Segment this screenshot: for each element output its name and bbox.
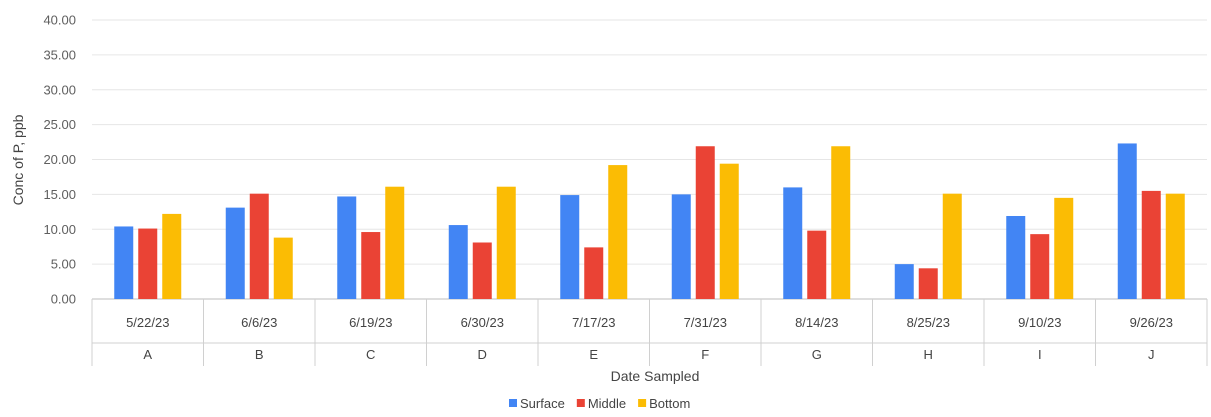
x-category-label: J: [1148, 347, 1155, 362]
bar-surface-E: [560, 195, 580, 299]
bar-surface-D: [448, 225, 468, 299]
bar-middle-A: [138, 228, 158, 299]
x-category-label: B: [255, 347, 264, 362]
legend-label-middle: Middle: [588, 396, 626, 411]
bar-bottom-E: [608, 165, 628, 299]
x-category-label: C: [366, 347, 375, 362]
bar-middle-I: [1030, 234, 1050, 299]
x-date-label: 8/14/23: [795, 315, 838, 330]
bar-surface-C: [337, 196, 357, 299]
bar-bottom-A: [162, 213, 182, 299]
x-axis: 5/22/23 A 6/6/23 B 6/19/23 C 6/30/23 D 7/17/23 E 7…: [91, 299, 1208, 366]
bar-middle-D: [472, 242, 492, 299]
legend-swatch-middle: [576, 399, 585, 407]
bar-surface-B: [225, 207, 245, 299]
x-category-label: H: [924, 347, 933, 362]
x-date-label: 5/22/23: [126, 315, 169, 330]
x-date-label: 7/31/23: [684, 315, 727, 330]
legend: Surface Middle Bottom: [509, 396, 690, 411]
bar-bottom-C: [385, 186, 405, 299]
y-tick-label: 25.00: [43, 117, 76, 132]
bar-middle-G: [807, 230, 827, 299]
x-category-label: F: [701, 347, 709, 362]
x-date-label: 7/17/23: [572, 315, 615, 330]
bar-middle-J: [1141, 190, 1161, 299]
x-axis-title: Date Sampled: [611, 368, 700, 384]
bar-surface-A: [114, 226, 134, 299]
y-tick-label: 30.00: [43, 82, 76, 97]
bar-bottom-J: [1165, 193, 1185, 299]
bar-surface-F: [671, 194, 691, 299]
legend-label-surface: Surface: [520, 396, 565, 411]
y-axis-title: Conc of P, ppb: [10, 114, 26, 205]
bar-bottom-D: [496, 186, 516, 299]
bar-middle-H: [918, 268, 938, 299]
bar-middle-B: [249, 193, 269, 299]
x-category-label: G: [812, 347, 822, 362]
x-date-label: 9/26/23: [1130, 315, 1173, 330]
y-tick-label: 35.00: [43, 47, 76, 62]
bar-bottom-H: [942, 193, 962, 299]
y-tick-label: 15.00: [43, 187, 76, 202]
bar-bottom-F: [719, 163, 739, 299]
x-category-label: I: [1038, 347, 1042, 362]
x-category-label: A: [143, 347, 152, 362]
x-date-label: 6/30/23: [461, 315, 504, 330]
bar-bottom-B: [273, 237, 293, 299]
bar-surface-G: [783, 187, 803, 299]
x-category-label: E: [589, 347, 598, 362]
bar-middle-C: [361, 232, 381, 299]
bar-middle-E: [584, 247, 604, 299]
y-axis-ticks: 0.00 5.00 10.00 15.00 20.00 25.00 30.00 35.00 40…: [43, 13, 76, 307]
x-date-label: 6/6/23: [241, 315, 277, 330]
x-date-label: 9/10/23: [1018, 315, 1061, 330]
bar-surface-I: [1006, 215, 1026, 299]
bar-bottom-G: [831, 146, 851, 299]
y-tick-label: 10.00: [43, 222, 76, 237]
y-tick-label: 5.00: [51, 257, 76, 272]
y-tick-label: 0.00: [51, 292, 76, 307]
y-tick-label: 20.00: [43, 152, 76, 167]
legend-swatch-bottom: [638, 399, 647, 407]
bar-surface-H: [894, 264, 914, 299]
x-category-label: D: [478, 347, 487, 362]
legend-swatch-surface: [509, 399, 517, 407]
bar-bottom-I: [1054, 197, 1074, 299]
legend-label-bottom: Bottom: [649, 396, 690, 411]
bar-middle-F: [695, 146, 715, 299]
x-date-label: 8/25/23: [907, 315, 950, 330]
bars: [114, 143, 1185, 299]
y-tick-label: 40.00: [43, 13, 76, 28]
bar-surface-J: [1117, 143, 1137, 299]
x-date-label: 6/19/23: [349, 315, 392, 330]
